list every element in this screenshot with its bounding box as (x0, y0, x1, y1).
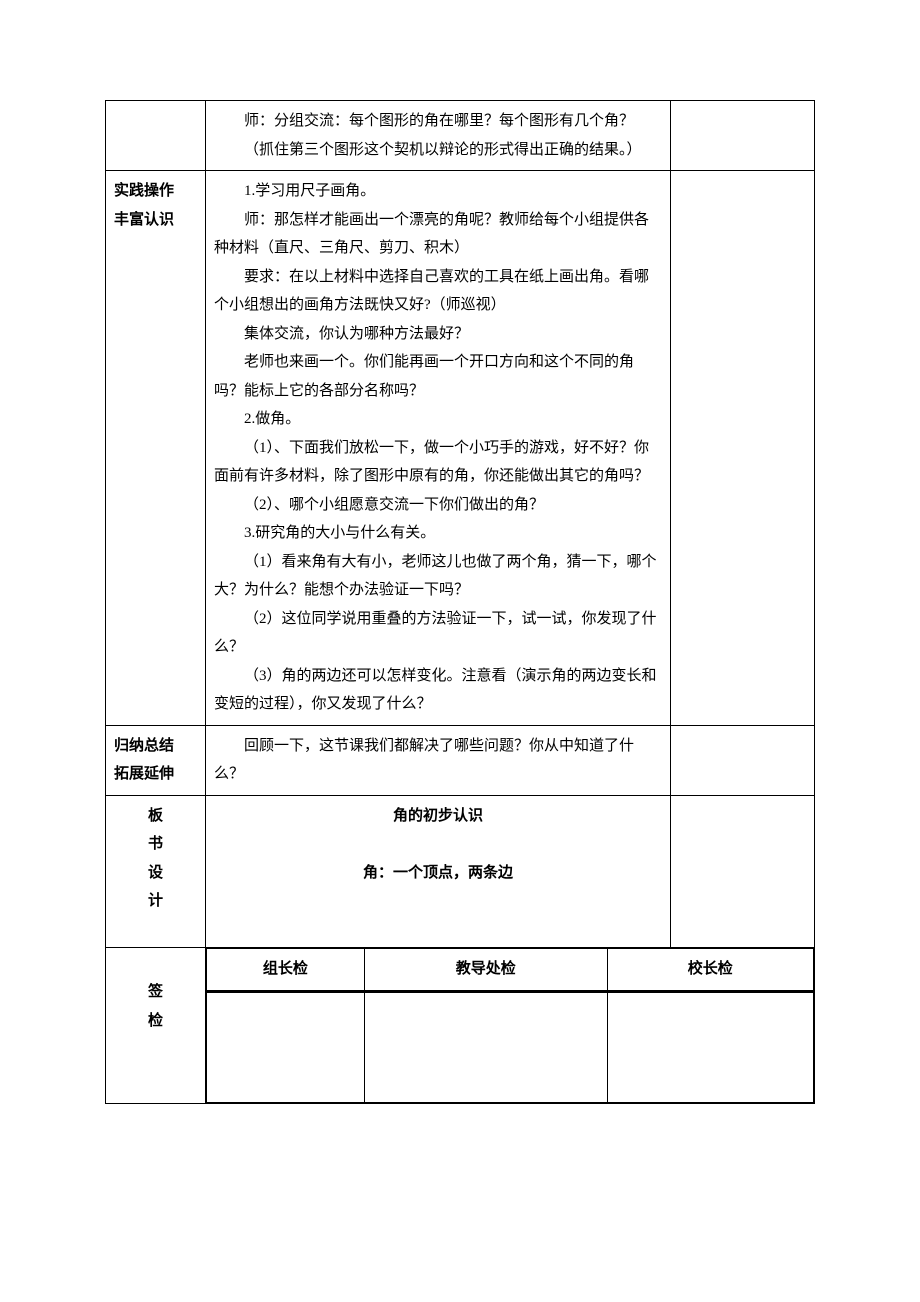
row2-content: 1.学习用尺子画角。 师：那怎样才能画出一个漂亮的角呢？教师给每个小组提供各种材… (206, 171, 671, 726)
row1-label (106, 101, 206, 171)
paragraph: 集体交流，你认为哪种方法最好？ (214, 320, 662, 349)
label-line: 丰富认识 (114, 206, 197, 235)
board-content: 角的初步认识 角：一个顶点，两条边 (206, 795, 671, 948)
sign-cell (607, 992, 813, 1102)
row3-empty (671, 725, 815, 795)
paragraph: 老师也来画一个。你们能再画一个开口方向和这个不同的角吗？能标上它的各部分名称吗？ (214, 348, 662, 405)
sign-header-table: 组长检 教导处检 校长检 (206, 948, 814, 991)
paragraph: （3）角的两边还可以怎样变化。注意看（演示角的两边变长和变短的过程），你又发现了… (214, 662, 662, 719)
paragraph: （抓住第三个图形这个契机以辩论的形式得出正确的结果。） (214, 136, 662, 165)
board-line: 角：一个顶点，两条边 (214, 859, 662, 888)
paragraph: （2）这位同学说用重叠的方法验证一下，试一试，你发现了什么？ (214, 605, 662, 662)
table-row: 归纳总结 拓展延伸 回顾一下，这节课我们都解决了哪些问题？你从中知道了什么？ (106, 725, 815, 795)
board-label: 板 书 设 计 (106, 795, 206, 948)
sign-col: 教导处检 (364, 949, 607, 991)
paragraph: 要求：在以上材料中选择自己喜欢的工具在纸上画出角。看哪个小组想出的画角方法既快又… (214, 263, 662, 320)
paragraph: 师：那怎样才能画出一个漂亮的角呢？教师给每个小组提供各种材料（直尺、三角尺、剪刀… (214, 206, 662, 263)
paragraph: 2.做角。 (214, 405, 662, 434)
lesson-plan-table: 师：分组交流：每个图形的角在哪里？每个图形有几个角？ （抓住第三个图形这个契机以… (105, 100, 815, 1104)
row1-empty (671, 101, 815, 171)
sign-body-table (206, 992, 814, 1103)
paragraph: 回顾一下，这节课我们都解决了哪些问题？你从中知道了什么？ (214, 732, 662, 789)
vchar: 检 (114, 1007, 197, 1036)
row3-label: 归纳总结 拓展延伸 (106, 725, 206, 795)
sign-col: 校长检 (607, 949, 813, 991)
table-row (106, 991, 815, 1103)
board-empty (671, 795, 815, 948)
paragraph: （2）、哪个小组愿意交流一下你们做出的角？ (214, 491, 662, 520)
board-title: 角的初步认识 (214, 802, 662, 831)
table-row: 签 检 组长检 教导处检 校长检 (106, 948, 815, 992)
sign-body-wrap (206, 991, 815, 1103)
vchar: 签 (114, 978, 197, 1007)
table-row: 实践操作 丰富认识 1.学习用尺子画角。 师：那怎样才能画出一个漂亮的角呢？教师… (106, 171, 815, 726)
sign-col: 组长检 (207, 949, 365, 991)
sign-cell (207, 992, 365, 1102)
paragraph: 3.研究角的大小与什么有关。 (214, 519, 662, 548)
sign-cell (364, 992, 607, 1102)
sign-label: 签 检 (106, 948, 206, 1104)
label-line: 实践操作 (114, 177, 197, 206)
label-line: 拓展延伸 (114, 760, 197, 789)
paragraph: （1）看来角有大有小，老师这儿也做了两个角，猜一下，哪个大？为什么？能想个办法验… (214, 548, 662, 605)
vchar: 设 (114, 859, 197, 888)
row3-content: 回顾一下，这节课我们都解决了哪些问题？你从中知道了什么？ (206, 725, 671, 795)
paragraph: 1.学习用尺子画角。 (214, 177, 662, 206)
row2-label: 实践操作 丰富认识 (106, 171, 206, 726)
vchar: 计 (114, 887, 197, 916)
row2-empty (671, 171, 815, 726)
paragraph: （1）、下面我们放松一下，做一个小巧手的游戏，好不好？你面前有许多材料，除了图形… (214, 434, 662, 491)
paragraph: 师：分组交流：每个图形的角在哪里？每个图形有几个角？ (214, 107, 662, 136)
table-row: 师：分组交流：每个图形的角在哪里？每个图形有几个角？ （抓住第三个图形这个契机以… (106, 101, 815, 171)
vchar: 板 (114, 802, 197, 831)
sign-header-wrap: 组长检 教导处检 校长检 (206, 948, 815, 992)
vchar: 书 (114, 830, 197, 859)
table-row: 板 书 设 计 角的初步认识 角：一个顶点，两条边 (106, 795, 815, 948)
label-line: 归纳总结 (114, 732, 197, 761)
row1-content: 师：分组交流：每个图形的角在哪里？每个图形有几个角？ （抓住第三个图形这个契机以… (206, 101, 671, 171)
